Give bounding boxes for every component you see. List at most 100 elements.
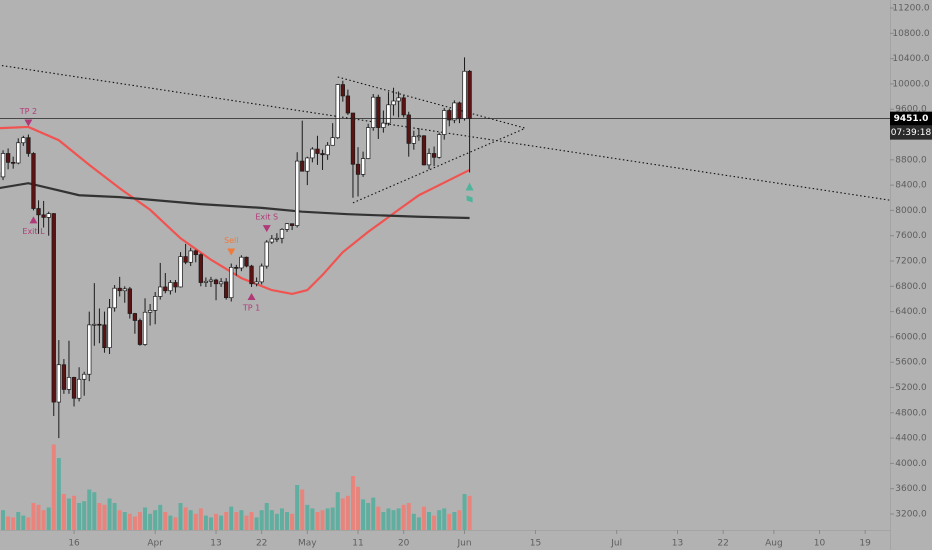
volume-bar <box>269 510 274 530</box>
candle-body <box>269 238 274 243</box>
candle-body <box>467 70 472 119</box>
candle-body <box>239 256 244 269</box>
volume-bar <box>1 510 6 530</box>
countdown-box <box>890 125 932 140</box>
plot-area: TP 2 Exit L Sell TP 1 Exit S <box>0 57 890 530</box>
candle-body <box>411 136 416 144</box>
candle-body <box>345 95 351 114</box>
volume-bar <box>290 513 295 530</box>
candle-body <box>305 157 310 172</box>
volume-bar <box>376 506 381 530</box>
x-tick-label: 19 <box>859 539 871 549</box>
volume-bar <box>406 503 411 530</box>
y-tick-label: 3600.0 <box>895 484 927 494</box>
volume-bar <box>137 512 142 530</box>
buy-signal <box>465 182 474 191</box>
volume-bar <box>315 512 320 530</box>
candle-body <box>5 153 11 163</box>
candle-body <box>289 223 295 226</box>
volume-bar <box>350 476 355 530</box>
y-tick-label: 6400.0 <box>895 307 927 317</box>
volume-bar <box>254 517 259 530</box>
candle-body <box>259 265 264 283</box>
volume-bar <box>132 516 137 530</box>
volume-bar <box>173 517 178 530</box>
volume-bar <box>310 508 315 530</box>
candle-body <box>325 144 330 156</box>
volume-bar <box>295 485 300 530</box>
candle-body <box>426 153 432 166</box>
candle-body <box>92 323 97 326</box>
x-tick-label: 11 <box>352 539 363 549</box>
candle-body <box>234 266 239 269</box>
candle-body <box>36 208 41 216</box>
candle-body <box>112 287 117 309</box>
signal-flag <box>466 195 473 203</box>
candle-body <box>300 160 305 172</box>
x-tick-label: Jun <box>456 539 471 549</box>
volume-bar <box>391 510 396 530</box>
volume-bar <box>97 503 102 530</box>
volume-bar <box>16 512 21 530</box>
volume-bar <box>462 494 467 530</box>
volume-bar <box>381 512 386 530</box>
candle-body <box>224 281 229 299</box>
volume-bar <box>421 506 426 530</box>
volume-bar <box>224 512 229 530</box>
volume-bar <box>158 504 163 530</box>
candle-body <box>66 377 72 390</box>
volume-bar <box>356 486 361 530</box>
volume-bar <box>432 515 437 530</box>
candle-body <box>147 309 153 313</box>
volume-bar <box>274 513 279 530</box>
volume-bar <box>320 510 325 530</box>
volume-bar <box>82 501 87 530</box>
signal-marker <box>227 248 236 256</box>
candle-body <box>462 70 467 120</box>
candle-body <box>376 96 381 128</box>
signal-label: TP 2 <box>19 107 37 116</box>
y-tick-label: 8000.0 <box>895 206 927 216</box>
candle-body <box>31 153 36 209</box>
volume-bar <box>143 507 148 530</box>
volume-bar <box>31 503 36 530</box>
x-tick-label: May <box>298 539 317 549</box>
candle-body <box>208 279 214 282</box>
candle-body <box>310 148 315 159</box>
volume-bar <box>153 510 158 530</box>
volume-bar <box>457 510 462 530</box>
volume-bar <box>371 497 376 530</box>
candle-body <box>188 250 193 263</box>
volume-bar <box>244 515 249 530</box>
volume-bar <box>203 515 208 530</box>
candle-body <box>431 153 437 158</box>
candle-body <box>102 324 107 349</box>
volume-bar <box>361 499 366 530</box>
y-tick-label: 6800.0 <box>895 282 927 292</box>
countdown-label: 07:39:18 <box>891 128 932 138</box>
volume-bar <box>208 517 213 530</box>
candle-body <box>320 153 325 156</box>
candle-body <box>56 364 61 403</box>
volume-bar <box>66 498 71 530</box>
y-tick-label: 4400.0 <box>895 434 927 444</box>
volume-bar <box>249 512 254 530</box>
x-tick-label: 22 <box>256 539 267 549</box>
candle-body <box>107 307 112 349</box>
y-tick-label: 4800.0 <box>895 408 927 418</box>
volume-bar <box>427 512 432 530</box>
y-tick-label: 10000.0 <box>892 79 929 89</box>
candle-body <box>51 213 56 403</box>
candle-body <box>11 162 16 164</box>
y-tick-label: 10800.0 <box>892 29 929 39</box>
volume-bar <box>198 508 203 530</box>
candle-body <box>97 323 102 326</box>
volume-bar <box>168 515 173 530</box>
x-tick-label: 10 <box>814 539 826 549</box>
candle-body <box>153 296 158 311</box>
candle-body <box>447 110 452 121</box>
candle-body <box>371 96 376 128</box>
candle-body <box>158 286 163 297</box>
y-tick-label: 11200.0 <box>892 4 929 14</box>
candle-body <box>315 148 320 154</box>
